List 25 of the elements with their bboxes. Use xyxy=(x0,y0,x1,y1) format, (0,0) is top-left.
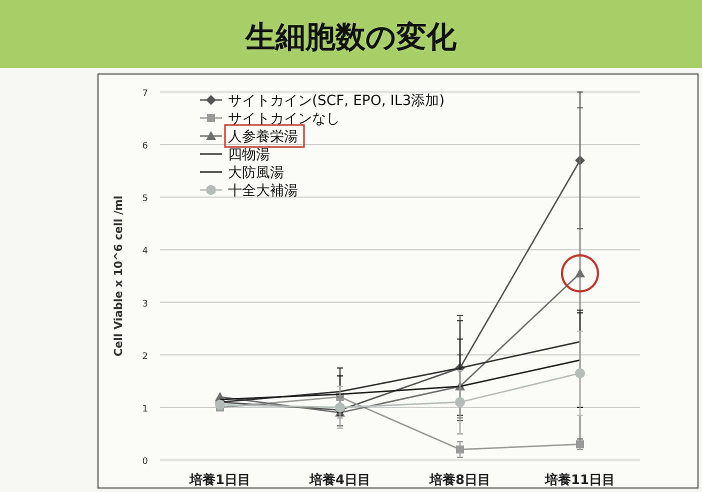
x-tick-label: 培養4日目 xyxy=(308,472,371,488)
y-tick-label: 3 xyxy=(142,299,148,310)
y-axis-title: Cell Viable x 10^6 cell /ml xyxy=(112,196,125,356)
legend-label: 十全大補湯 xyxy=(228,183,298,199)
x-tick-label: 培養11日目 xyxy=(544,472,616,488)
point xyxy=(575,368,585,378)
point xyxy=(456,445,464,454)
y-tick-label: 1 xyxy=(142,404,148,414)
y-tick-label: 5 xyxy=(142,194,148,204)
y-tick-label: 4 xyxy=(142,246,148,257)
y-tick-label: 6 xyxy=(142,142,148,152)
chart-title: 生細胞数の変化 xyxy=(244,20,458,55)
x-tick-label: 培養1日目 xyxy=(188,472,251,488)
y-tick-label: 2 xyxy=(142,352,148,362)
point xyxy=(455,397,465,408)
point xyxy=(335,402,345,412)
legend-label: 大防風湯 xyxy=(228,165,284,181)
legend-label: 四物湯 xyxy=(228,147,270,163)
legend-label: サイトカインなし xyxy=(228,111,340,127)
y-tick-label: 7 xyxy=(142,89,148,99)
x-tick-label: 培養8日目 xyxy=(428,472,491,488)
y-tick-label: 0 xyxy=(142,457,148,467)
point xyxy=(215,400,225,410)
legend-label: サイトカイン(SCF, EPO, IL3添加) xyxy=(228,93,445,109)
legend-label: 人参養栄湯 xyxy=(228,129,298,145)
